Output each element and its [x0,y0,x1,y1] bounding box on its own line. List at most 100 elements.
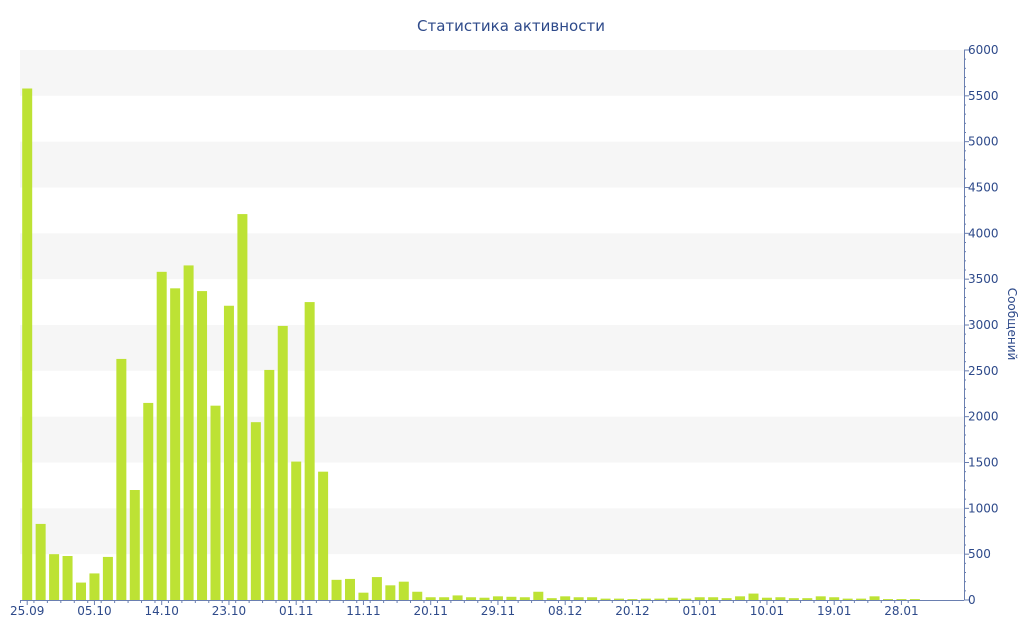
bar [667,597,678,600]
bar [519,597,530,600]
x-tick-label: 08.12 [548,604,582,618]
bar [802,598,813,600]
y-axis-title: Сообщений [1005,288,1019,361]
bar [385,585,396,600]
x-tick-label: 19.01 [817,604,851,618]
bar [761,597,772,600]
x-tick-label: 23.10 [212,604,246,618]
bar [371,577,382,600]
bar-series [22,88,920,601]
x-tick-label: 01.11 [279,604,313,618]
bar [345,578,355,600]
bar [479,597,490,600]
bar [721,598,732,600]
bar [264,369,275,600]
bar [35,523,46,600]
bar [277,325,288,600]
bar [600,598,611,601]
bar [869,596,880,600]
x-tick-label: 28.01 [884,604,918,618]
bar [156,271,167,600]
y-tick-label: 3000 [968,318,999,332]
bar [681,598,692,601]
bar [89,573,100,600]
y-tick-label: 1500 [968,456,999,470]
grid-band [20,50,964,96]
bar [425,597,436,600]
bar [829,597,840,600]
grid-bands [20,50,964,555]
bar [62,556,73,600]
grid-band [20,141,964,188]
bar [533,591,544,600]
bar [143,402,154,600]
chart-title: Статистика активности [417,17,605,35]
y-axis-ticks: 0 500 1000 1500 2000 2500 3000 3500 4000 4500 5000… [964,43,999,607]
bar [210,405,221,600]
y-tick-label: 4500 [968,181,999,195]
bar [627,599,638,600]
bar [237,214,248,600]
y-tick-label: 6000 [968,43,999,57]
bar [748,593,759,600]
y-tick-label: 2500 [968,364,999,378]
x-tick-label: 20.12 [615,604,649,618]
bar [102,556,113,600]
bar [883,599,893,600]
bar [614,598,624,601]
bar [640,598,651,601]
y-tick-label: 500 [968,547,991,561]
bar [896,599,907,600]
x-tick-label: 29.11 [481,604,515,618]
y-tick-label: 5000 [968,135,999,149]
bar [250,422,261,600]
y-tick-label: 1000 [968,501,999,515]
x-tick-label: 01.01 [683,604,717,618]
bar [291,461,302,600]
bar [183,265,194,600]
bar [223,305,234,600]
bar [331,579,342,600]
x-axis-ticks: 25.09 05.10 14.10 23.10 01.11 11.11 20.11 29.11… [10,600,919,618]
bar [735,596,746,600]
bar [573,597,584,600]
bar [654,598,665,601]
x-tick-label: 10.01 [750,604,784,618]
bar [492,596,503,600]
bar [398,581,409,600]
bar [76,582,86,600]
x-tick-label: 05.10 [77,604,111,618]
bar [358,592,369,600]
bar [452,595,463,600]
bar [129,490,140,600]
bar [170,288,181,600]
bar [815,596,826,600]
bar [439,597,450,600]
x-tick-label: 20.11 [414,604,448,618]
bar [560,596,571,600]
bar [856,598,867,601]
bar [909,599,920,600]
bar [788,598,799,600]
x-tick-label: 25.09 [10,604,44,618]
x-tick-label: 11.11 [346,604,380,618]
bar [587,597,598,600]
bar [197,291,208,600]
bar [22,88,33,600]
bar [506,596,517,600]
bar [775,597,786,600]
y-tick-label: 2000 [968,410,999,424]
x-tick-label: 14.10 [145,604,179,618]
bar [318,471,329,600]
y-tick-label: 3500 [968,272,999,286]
bar [694,597,705,600]
bar [466,597,477,600]
grid-band [20,233,964,280]
y-tick-label: 4000 [968,226,999,240]
bar [412,591,423,600]
bar [116,358,127,600]
bar [708,597,719,600]
bar [546,598,557,600]
y-tick-label: 0 [968,593,976,607]
